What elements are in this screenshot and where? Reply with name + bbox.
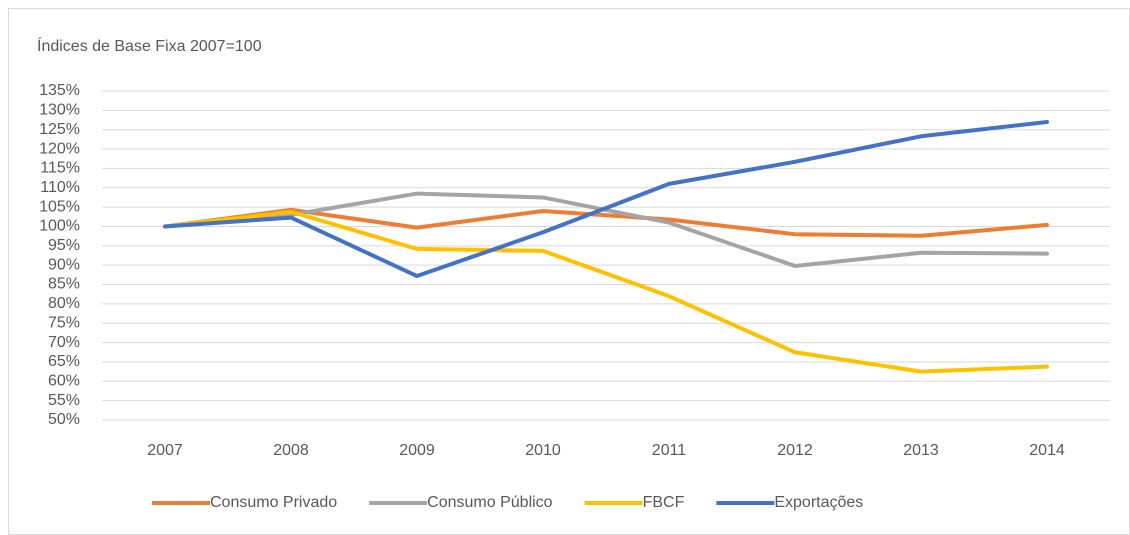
y-tick-label: 75% <box>48 314 80 331</box>
y-tick-label: 85% <box>48 276 80 293</box>
y-tick-label: 55% <box>48 392 80 409</box>
y-tick-label: 90% <box>48 256 80 273</box>
legend-label: Exportações <box>774 494 863 511</box>
x-tick-label: 2009 <box>399 442 435 459</box>
legend-label: Consumo Privado <box>210 494 337 511</box>
y-tick-label: 70% <box>48 334 80 351</box>
x-tick-label: 2007 <box>147 442 183 459</box>
x-tick-label: 2013 <box>903 442 939 459</box>
y-tick-label: 130% <box>39 102 80 119</box>
series-line <box>163 119 1049 279</box>
y-tick-label: 125% <box>39 121 80 138</box>
chart-frame <box>8 8 1130 535</box>
x-tick-label: 2011 <box>652 442 687 459</box>
y-tick-label: 135% <box>39 82 80 99</box>
y-tick-label: 95% <box>48 237 80 254</box>
y-tick-label: 120% <box>39 140 80 157</box>
series-line <box>163 209 1049 374</box>
x-tick-label: 2012 <box>777 442 813 459</box>
legend-label: Consumo Público <box>427 494 553 511</box>
y-tick-label: 105% <box>39 198 80 215</box>
chart-title: Índices de Base Fixa 2007=100 <box>37 36 262 55</box>
x-tick-label: 2008 <box>273 442 309 459</box>
x-tick-label: 2010 <box>525 442 561 459</box>
y-tick-label: 60% <box>48 373 80 390</box>
y-tick-label: 80% <box>48 295 80 312</box>
y-tick-label: 50% <box>48 411 80 428</box>
y-tick-label: 115% <box>40 160 80 177</box>
legend-label: FBCF <box>643 494 685 511</box>
y-tick-label: 110% <box>40 179 80 196</box>
y-tick-label: 100% <box>39 218 80 235</box>
y-tick-label: 65% <box>48 353 80 370</box>
x-tick-label: 2014 <box>1029 442 1065 459</box>
